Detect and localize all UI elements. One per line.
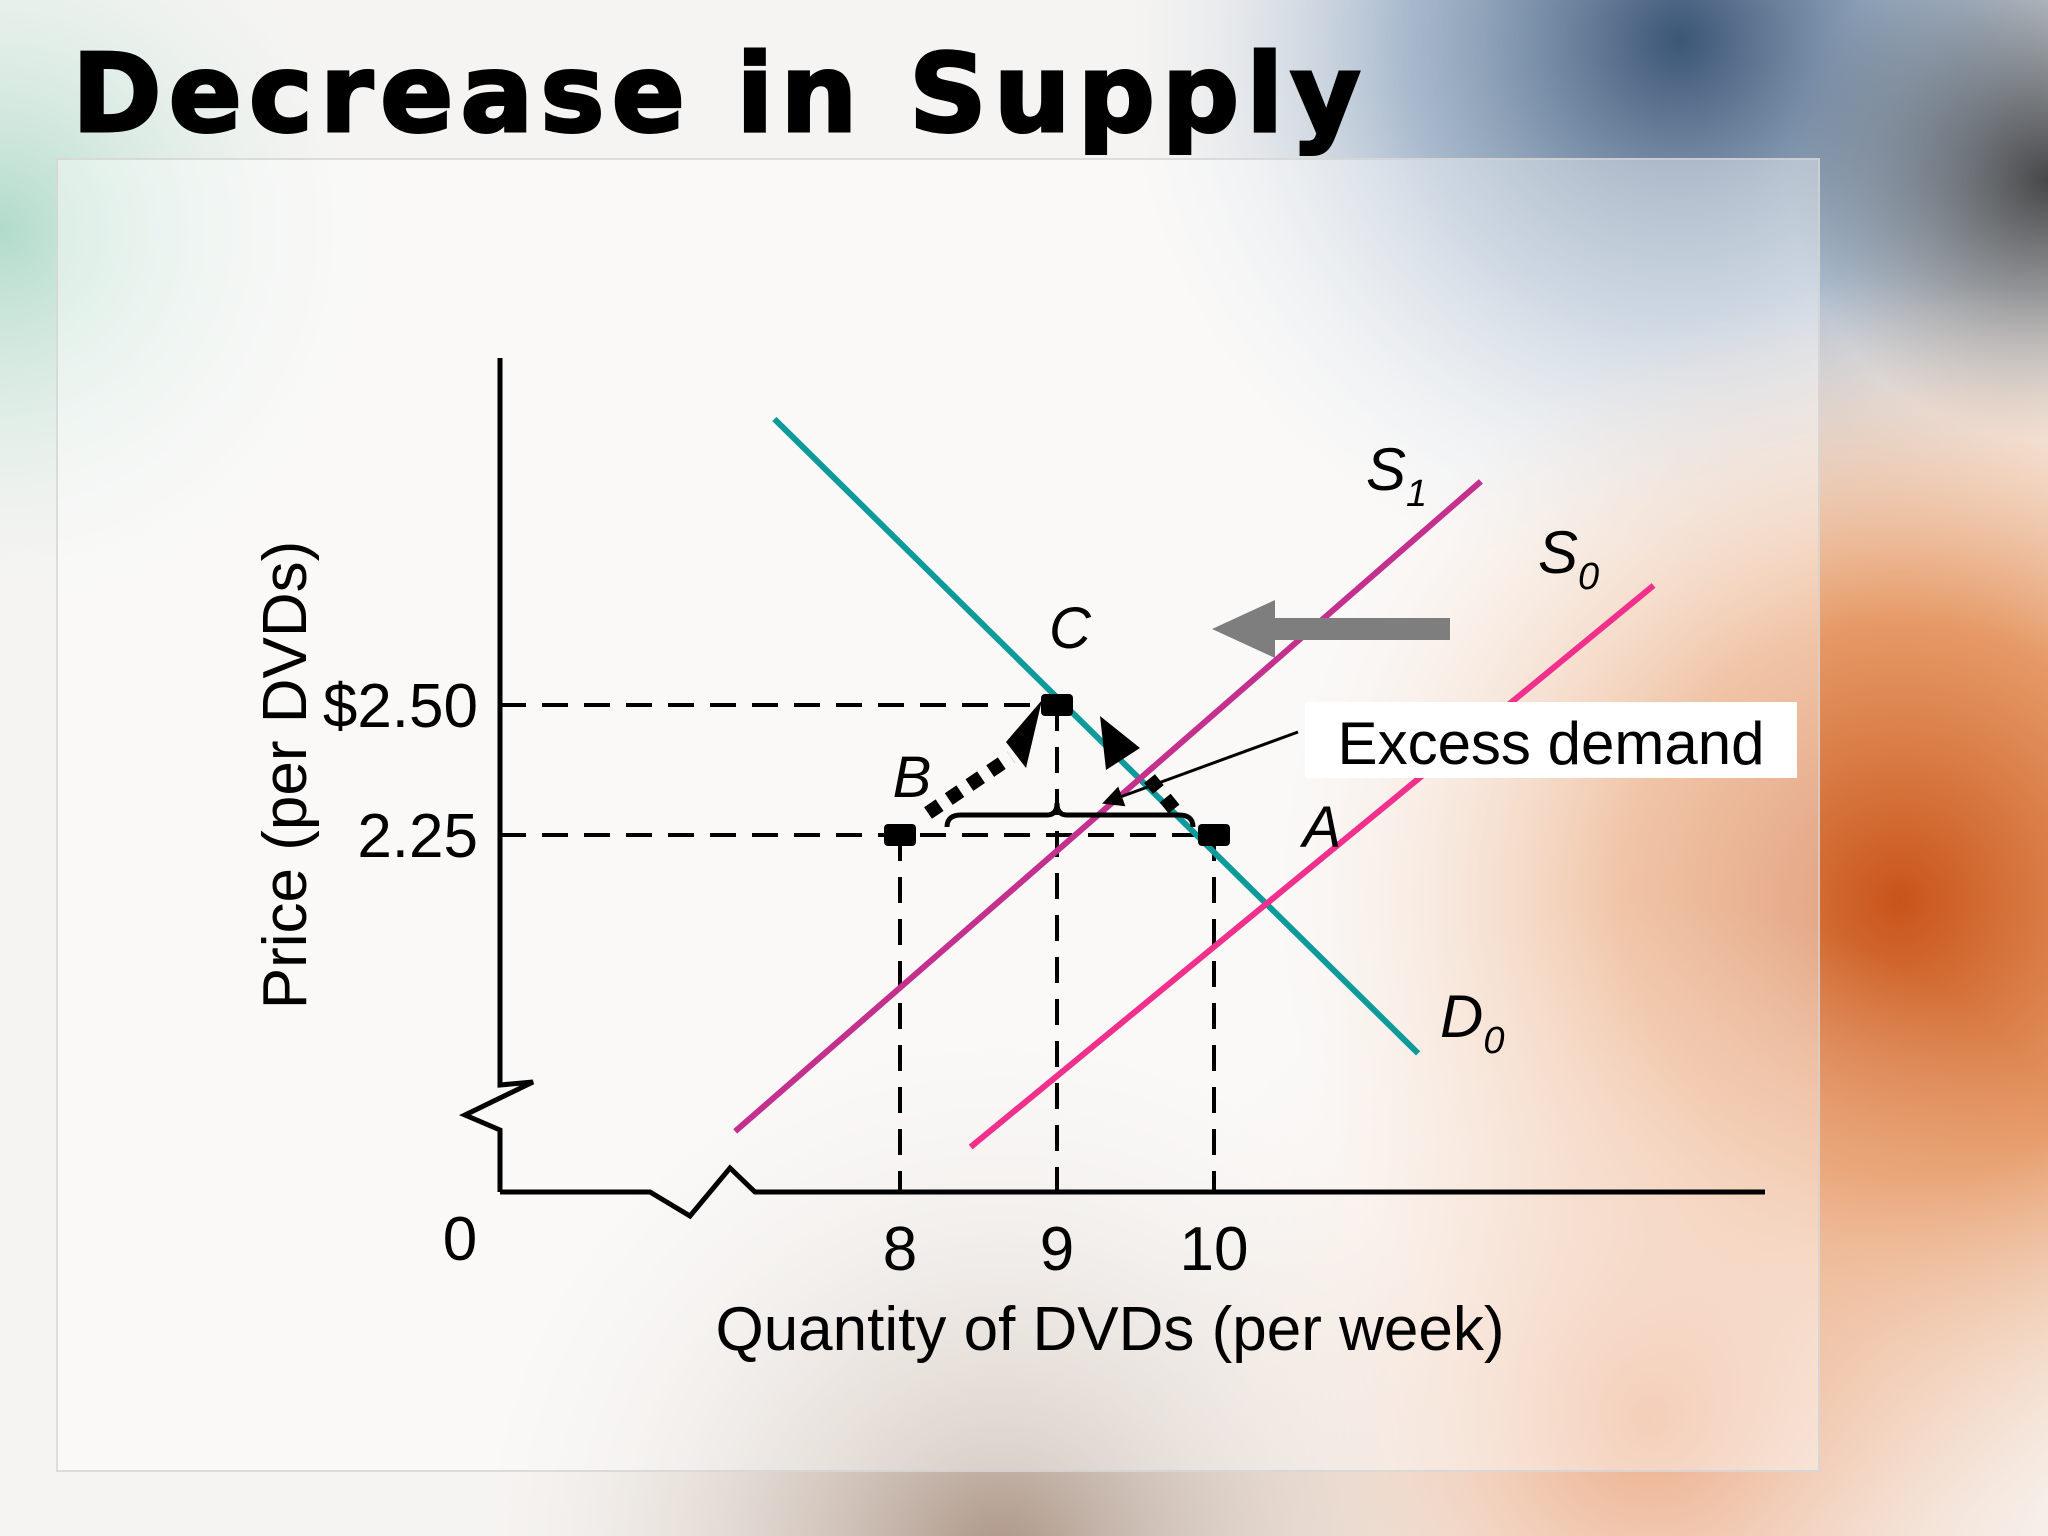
excess-demand-bracket	[944, 802, 1196, 828]
x-tick-label-1: 9	[1040, 1215, 1074, 1284]
dashed-guide-lines	[500, 703, 1216, 1192]
supply-shift-arrow	[1212, 600, 1450, 658]
point-marker-A	[1198, 824, 1230, 846]
y-tick-label-1: $2.50	[323, 672, 478, 741]
x-axis	[500, 1164, 1765, 1220]
chart-panel	[56, 158, 1820, 1472]
point-label-C: C	[1049, 596, 1092, 661]
curves	[733, 416, 1656, 1150]
y-axis	[458, 358, 535, 1192]
axes	[458, 358, 1765, 1220]
curve-s1	[733, 479, 1483, 1134]
point-label-B: B	[893, 745, 932, 810]
x-tick-label-2: 10	[1180, 1215, 1249, 1284]
origin-label: 0	[443, 1205, 477, 1274]
slide-title: Decrease in Supply	[71, 31, 1368, 159]
x-axis-title: Quantity of DVDs (per week)	[715, 1295, 1504, 1364]
curve-label-s0: S0	[1538, 519, 1599, 598]
y-axis-title: Price (per DVDs)	[251, 541, 320, 1010]
annotations-layer	[884, 600, 1797, 846]
point-label-A: A	[1300, 795, 1342, 860]
movement-arrowhead-b	[1006, 700, 1042, 768]
labels-layer: Excess demand 8 9 10 2.25 $2.50 0 Quantity of D…	[251, 436, 1764, 1364]
movement-arrowhead-a	[1100, 716, 1140, 770]
excess-demand-label: Excess demand	[1338, 710, 1765, 777]
movement-arrow-b-to-c	[924, 751, 1015, 819]
y-tick-label-0: 2.25	[357, 802, 478, 871]
x-tick-label-0: 8	[883, 1215, 917, 1284]
curve-label-d0: D0	[1440, 983, 1504, 1062]
point-marker-C	[1041, 694, 1073, 716]
curve-label-s1: S1	[1366, 436, 1427, 515]
curve-s0	[968, 583, 1656, 1150]
curve-d0	[772, 416, 1421, 1056]
movement-arrow-a-to-c	[1139, 768, 1180, 814]
excess-demand-pointer	[1102, 730, 1299, 807]
point-marker-B	[884, 824, 916, 846]
excess-demand-label-box	[1305, 702, 1797, 778]
